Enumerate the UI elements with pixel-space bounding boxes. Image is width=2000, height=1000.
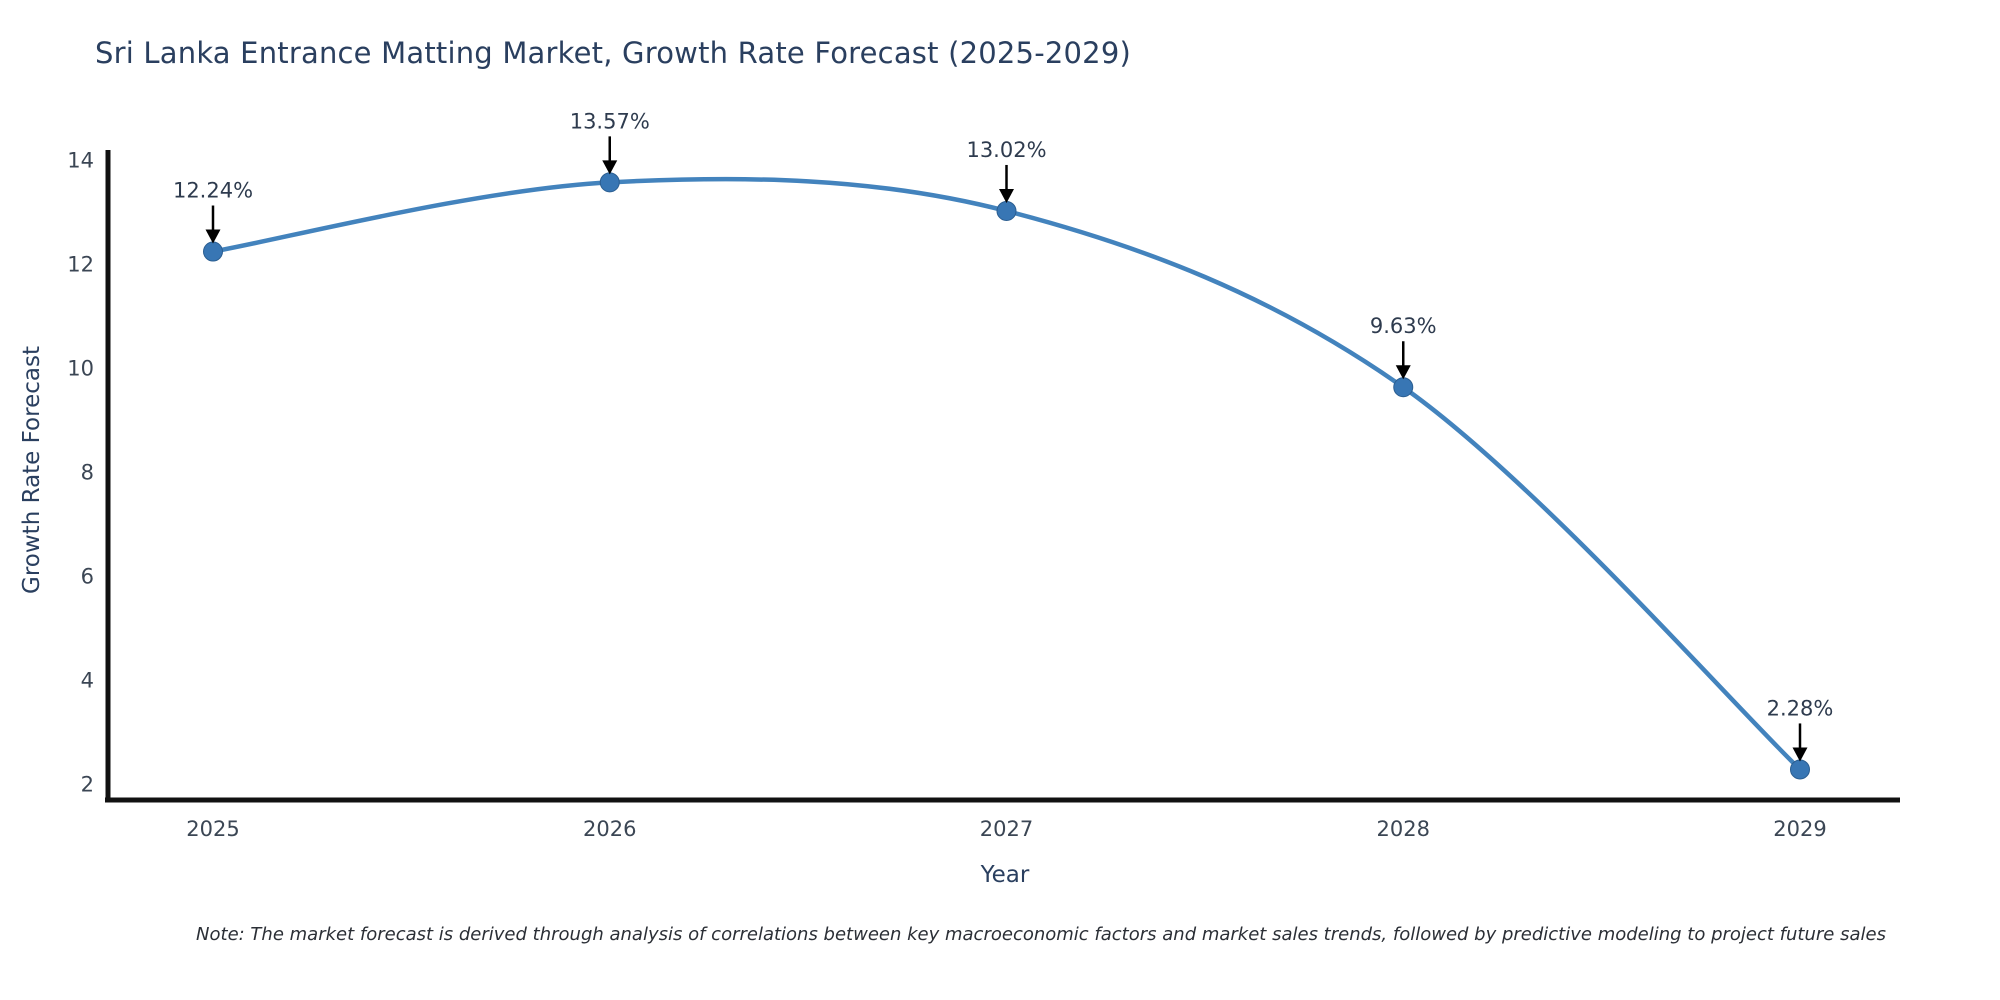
data-point-label: 13.02% — [966, 138, 1046, 162]
x-axis-title: Year — [980, 862, 1030, 888]
annotation-arrowhead-icon — [1395, 365, 1411, 380]
y-tick-label: 2 — [81, 773, 94, 797]
y-tick-label: 12 — [67, 253, 94, 277]
x-tick-label: 2025 — [186, 817, 239, 841]
data-point-label: 9.63% — [1370, 314, 1437, 338]
data-point-label: 2.28% — [1767, 696, 1834, 720]
annotation-arrowhead-icon — [602, 160, 618, 175]
data-point-marker — [599, 172, 620, 193]
y-tick-label: 8 — [81, 461, 94, 485]
data-point-marker — [996, 200, 1017, 221]
y-tick-label: 14 — [67, 149, 94, 173]
data-point-marker — [203, 241, 223, 262]
y-tick-label: 4 — [81, 669, 94, 693]
data-point-label: 13.57% — [570, 109, 650, 133]
y-axis-title: Growth Rate Forecast — [19, 346, 45, 594]
y-tick-label: 6 — [81, 565, 94, 589]
data-point-marker — [1393, 377, 1414, 398]
x-tick-label: 2029 — [1773, 817, 1826, 841]
x-tick-label: 2027 — [980, 817, 1033, 841]
annotation-arrowhead-icon — [205, 229, 221, 244]
chart-title: Sri Lanka Entrance Matting Market, Growt… — [95, 36, 1131, 70]
y-tick-label: 10 — [67, 357, 94, 381]
x-tick-label: 2026 — [583, 817, 636, 841]
forecast-line — [210, 176, 1803, 772]
data-point-marker — [1790, 759, 1810, 780]
annotation-arrowhead-icon — [1792, 747, 1808, 762]
data-point-label: 12.24% — [173, 179, 253, 203]
x-tick-label: 2028 — [1377, 817, 1430, 841]
annotation-arrowhead-icon — [999, 188, 1014, 203]
footnote: Note: The market forecast is derived thr… — [196, 924, 1886, 945]
